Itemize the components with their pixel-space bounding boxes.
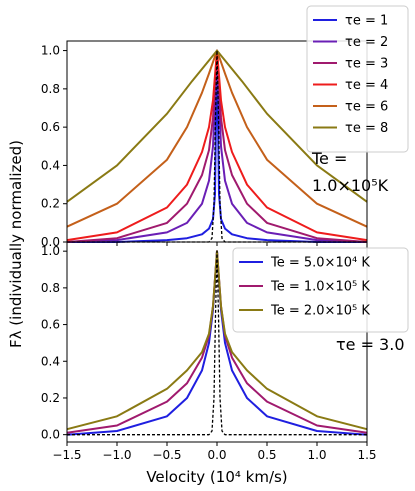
y-tick-label-bottom-3: 0.6 (41, 318, 60, 332)
x-tick-label-6: 1.5 (357, 448, 376, 462)
x-tick-label-0: −1.5 (52, 448, 81, 462)
y-tick-label-top-4: 0.8 (41, 82, 60, 96)
series-line-top-6 (67, 49, 367, 243)
panel-top: 0.00.20.40.60.81.0τe = 1τe = 2τe = 3τe =… (41, 5, 409, 249)
y-tick-label-bottom-5: 1.0 (41, 244, 60, 258)
legend-label-top-0: τe = 1 (345, 14, 388, 29)
series-line-top-5 (66, 49, 368, 203)
legend-label-top-4: τe = 6 (345, 100, 388, 115)
y-tick-label-top-5: 1.0 (41, 44, 60, 58)
legend-label-top-5: τe = 8 (345, 121, 388, 136)
x-tick-label-1: −1.0 (102, 448, 131, 462)
chart-panels: 0.00.20.40.60.81.0τe = 1τe = 2τe = 3τe =… (41, 5, 409, 462)
y-tick-label-top-1: 0.2 (41, 197, 60, 211)
legend-top: τe = 1 τe = 2 τe = 3 τe = 4 τe = 6 τe = 8 (306, 5, 409, 153)
series-line-bottom-3 (67, 250, 367, 436)
legend-label-top-2: τe = 3 (345, 57, 388, 72)
x-tick-label-5: 1.0 (307, 448, 326, 462)
legend-bottom: Te = 5.0×10⁴ K Te = 1.0×10⁵ K Te = 2.0×10⁵… (232, 247, 409, 333)
legend-label-bottom-0: Te = 5.0×10⁴ K (270, 256, 370, 271)
annotation-top-0: Te = (311, 149, 347, 168)
legend-label-bottom-1: Te = 1.0×10⁵ K (270, 280, 370, 295)
annotation-bottom-0: τe = 3.0 (336, 335, 405, 354)
y-tick-label-bottom-1: 0.2 (41, 391, 60, 405)
y-tick-label-top-0: 0.0 (41, 235, 60, 249)
x-tick-label-3: 0.0 (207, 448, 226, 462)
y-tick-label-top-2: 0.4 (41, 158, 60, 172)
y-tick-label-bottom-2: 0.4 (41, 354, 60, 368)
x-tick-label-4: 0.5 (257, 448, 276, 462)
x-tick-label-2: −0.5 (152, 448, 181, 462)
y-tick-label-top-3: 0.6 (41, 120, 60, 134)
y-axis-label: Fλ (individually normalized) (7, 140, 25, 348)
legend-box-bottom (232, 247, 409, 333)
y-tick-label-bottom-4: 0.8 (41, 281, 60, 295)
legend-label-top-1: τe = 2 (345, 35, 388, 50)
legend-label-bottom-2: Te = 2.0×10⁵ K (270, 304, 370, 319)
y-tick-label-bottom-0: 0.0 (41, 428, 60, 442)
annotation-top-1: 1.0×10⁵K (312, 176, 389, 195)
legend-label-top-3: τe = 4 (345, 78, 388, 93)
panel-bottom: 0.0 0.2 0.4 0.6 0.8 1.0 −1.5 −1.0 −0.5 0.0 0.5 1.0 1… (41, 241, 409, 462)
x-axis-label: Velocity (10⁴ km/s) (146, 468, 287, 486)
